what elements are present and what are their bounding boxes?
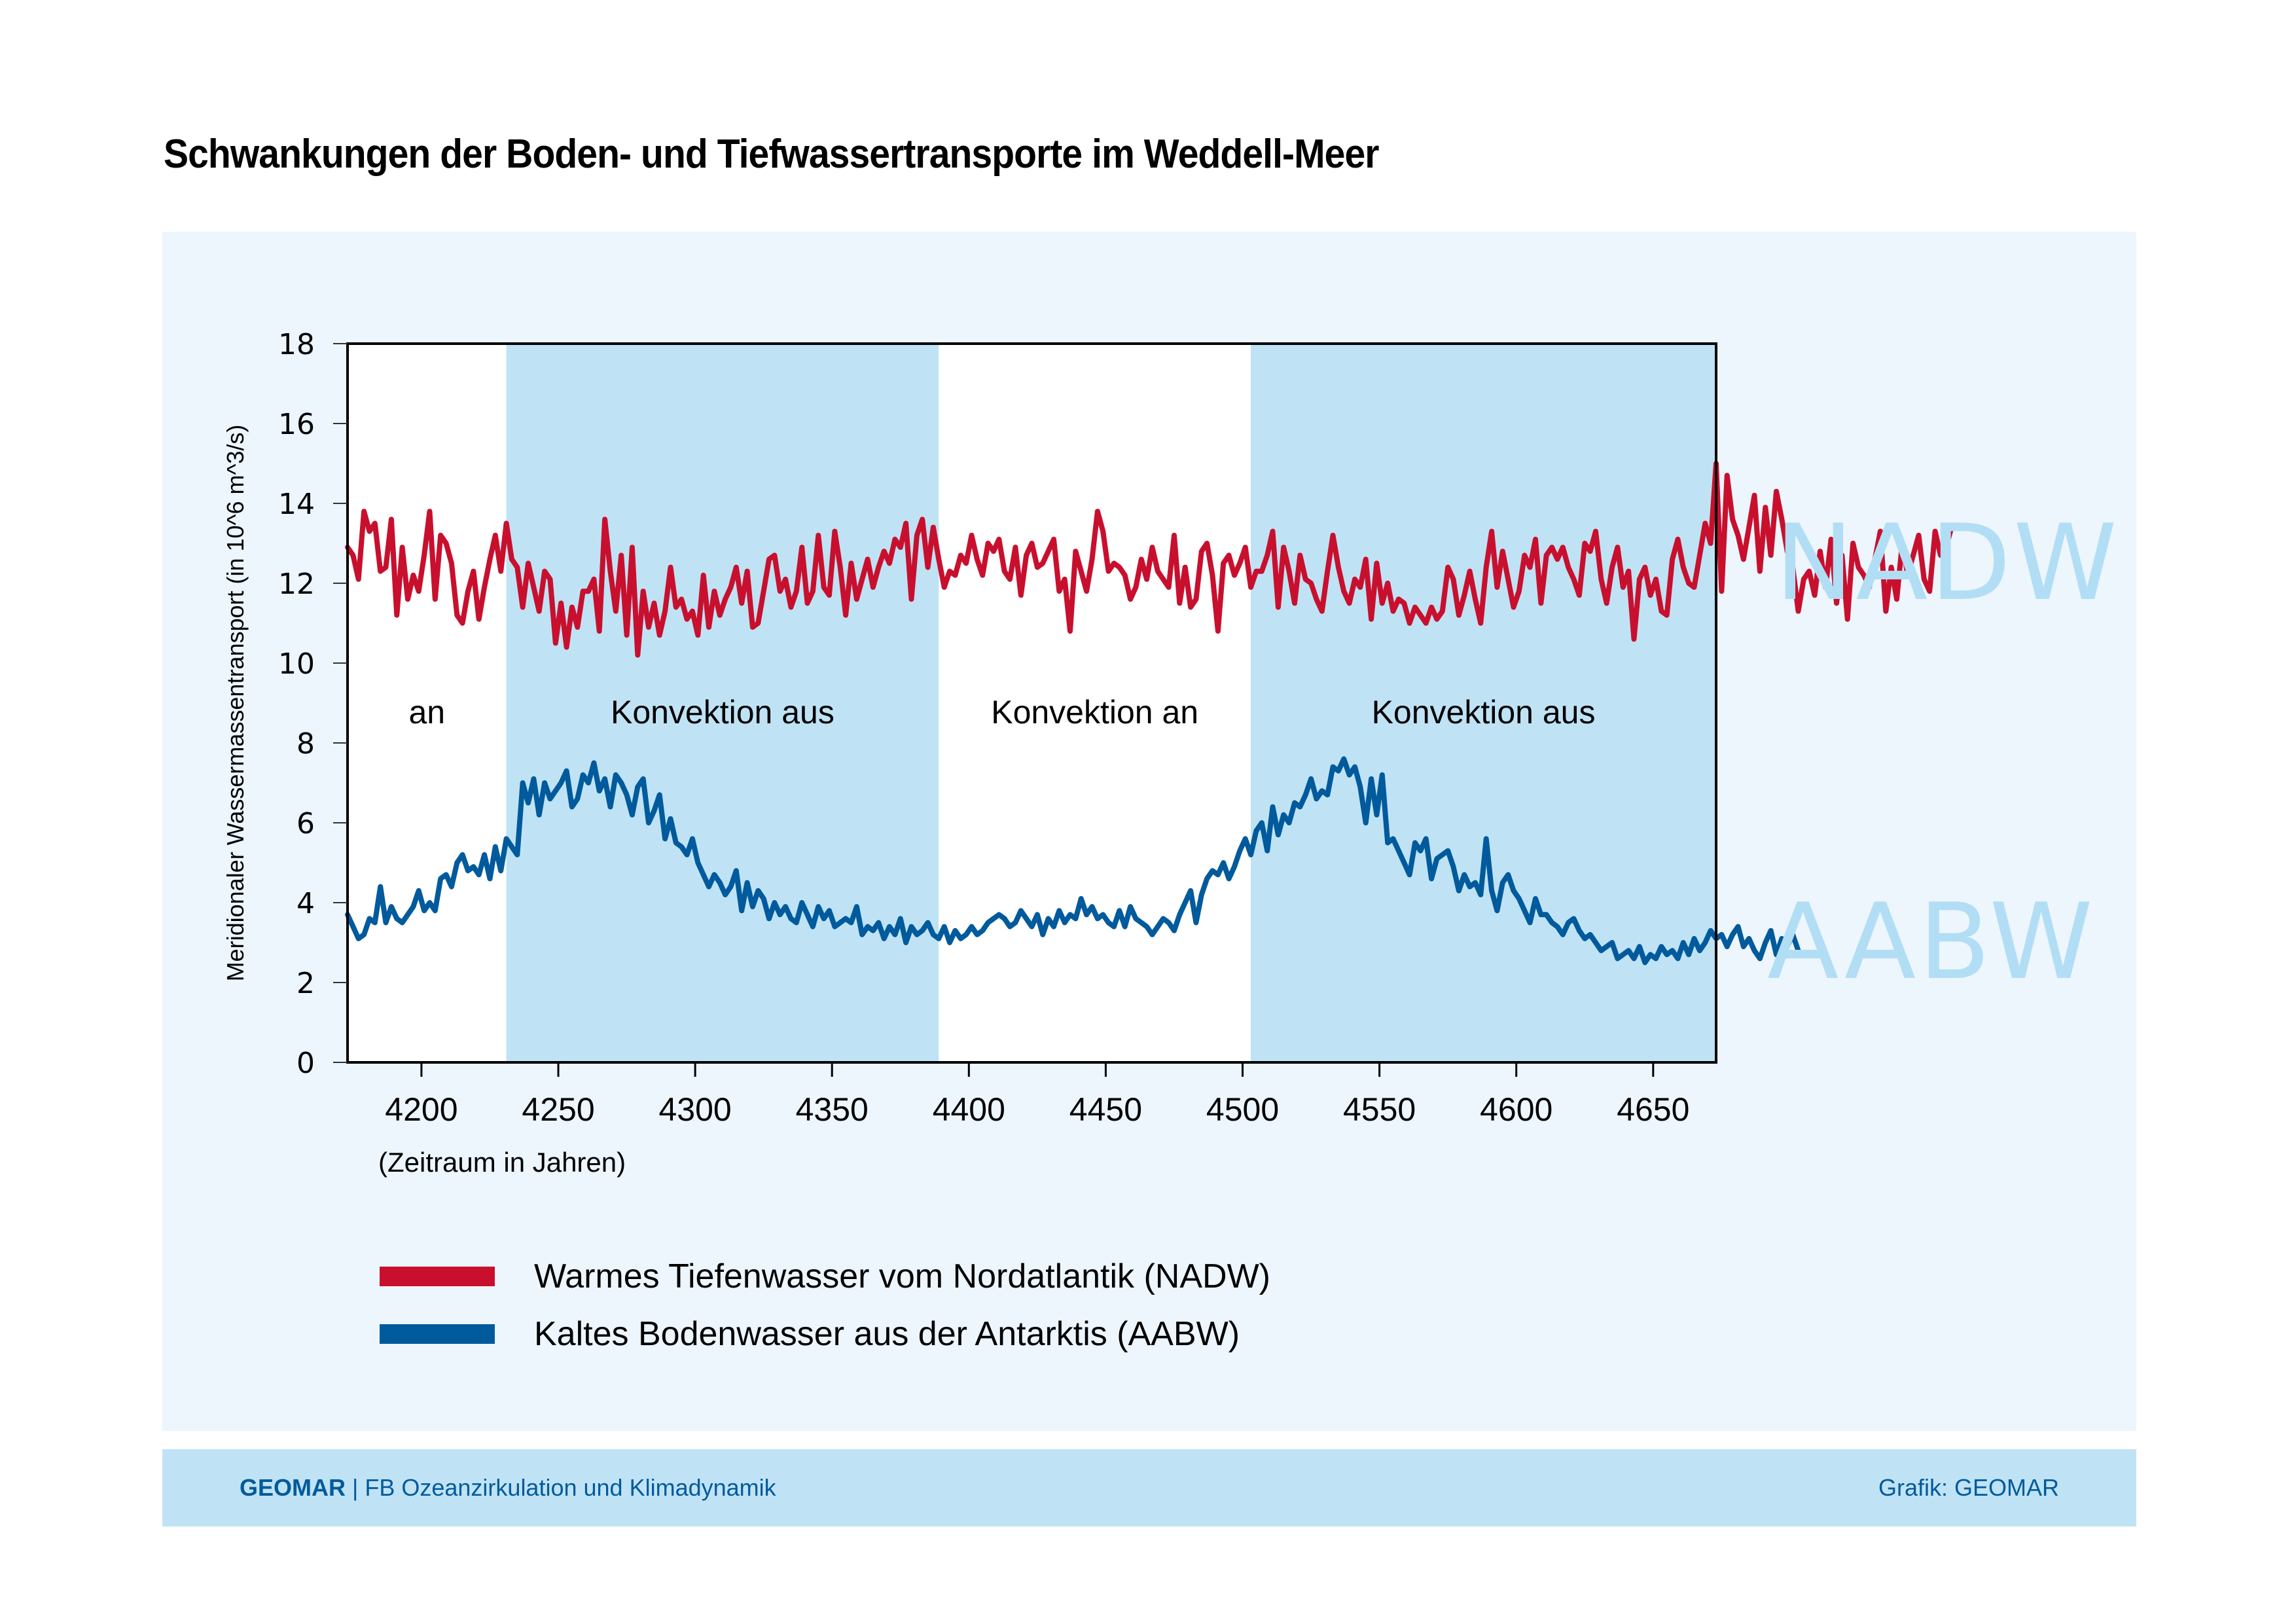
region-labels: an Konvektion aus Konvektion an Konvektion … [408, 694, 1595, 731]
x-tick-label-4500: 4500 [1206, 1091, 1279, 1128]
x-tick-label-4300: 4300 [658, 1091, 731, 1128]
series-line-aabw [345, 756, 1801, 965]
x-axis-ticks: 4200 4250 4300 4350 4400 4450 4500 4550 4600 4650 [385, 1062, 1689, 1128]
x-tick-label-4400: 4400 [933, 1091, 1005, 1128]
region-label-1: Konvektion aus [611, 694, 834, 731]
convection-regions [348, 344, 1716, 1062]
series-lines [345, 461, 1954, 965]
nadw-big-label: NADW [1775, 501, 2120, 624]
y-tick-label-10: 10 [278, 647, 315, 681]
y-axis-label: Meridionaler Wassermassentransport (in 1… [222, 425, 249, 982]
y-tick-label-18: 18 [278, 328, 315, 361]
region-shade-1 [506, 344, 939, 1062]
region-label-3: Konvektion aus [1372, 694, 1596, 731]
chart-title: Schwankungen der Boden- und Tiefwassertr… [164, 132, 1379, 177]
footer-credit: Grafik: GEOMAR [1878, 1474, 2059, 1501]
x-tick-label-4550: 4550 [1343, 1091, 1416, 1128]
y-tick-label-16: 16 [278, 408, 315, 441]
x-tick-label-4650: 4650 [1617, 1091, 1689, 1128]
footer-separator: | [346, 1474, 365, 1501]
x-tick-label-4450: 4450 [1069, 1091, 1142, 1128]
y-tick-label-14: 14 [278, 488, 315, 521]
legend-label-nadw: Warmes Tiefenwasser vom Nordatlantik (NA… [534, 1257, 1270, 1295]
axes [346, 342, 1717, 1064]
y-tick-label-12: 12 [278, 568, 315, 601]
legend-item-aabw: Kaltes Bodenwasser aus der Antarktis (AA… [380, 1314, 1240, 1354]
region-label-0: an [408, 694, 445, 731]
region-label-2: Konvektion an [991, 694, 1198, 731]
plot-frame [346, 342, 1717, 1064]
x-tick-label-4600: 4600 [1480, 1091, 1552, 1128]
footer-department: FB Ozeanzirkulation und Klimadynamik [365, 1474, 776, 1501]
region-shade-3 [1251, 344, 1716, 1062]
footer-bar: GEOMAR | FB Ozeanzirkulation und Klimady… [162, 1449, 2136, 1526]
series-line-nadw [345, 461, 1954, 658]
y-tick-label-4: 4 [296, 887, 315, 920]
y-axis-ticks: 0 2 4 6 8 10 12 14 16 18 [278, 328, 348, 1080]
x-axis-label: (Zeitraum in Jahren) [378, 1147, 626, 1178]
legend-label-aabw: Kaltes Bodenwasser aus der Antarktis (AA… [534, 1315, 1240, 1353]
y-tick-label-8: 8 [296, 727, 315, 761]
footer-left: GEOMAR | FB Ozeanzirkulation und Klimady… [240, 1474, 776, 1502]
legend-swatch-nadw [380, 1267, 495, 1286]
x-tick-label-4350: 4350 [796, 1091, 869, 1128]
x-tick-label-4200: 4200 [385, 1091, 457, 1128]
y-tick-label-6: 6 [296, 807, 315, 840]
legend-swatch-aabw [380, 1324, 495, 1344]
aabw-big-label: AABW [1767, 880, 2096, 1003]
footer-brand: GEOMAR [240, 1474, 346, 1501]
y-tick-label-0: 0 [296, 1047, 315, 1080]
legend-item-nadw: Warmes Tiefenwasser vom Nordatlantik (NA… [380, 1257, 1270, 1296]
y-tick-label-2: 2 [296, 967, 315, 1000]
x-tick-label-4250: 4250 [522, 1091, 594, 1128]
